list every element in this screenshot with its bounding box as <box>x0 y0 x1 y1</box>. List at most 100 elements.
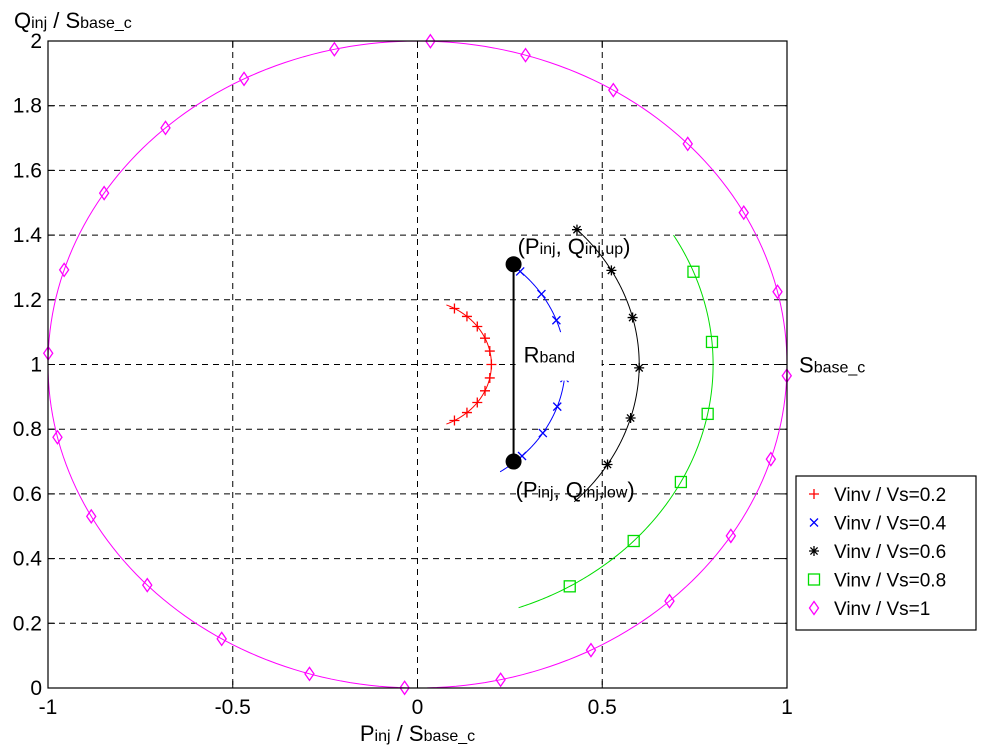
sbase-label: Sbase_c <box>799 353 865 378</box>
x-tick-label: 1 <box>781 696 793 719</box>
diamond-marker <box>329 41 340 57</box>
star-marker <box>809 546 819 556</box>
band-label: Rband <box>524 343 575 368</box>
diamond-marker <box>141 577 153 593</box>
square-marker <box>563 580 576 593</box>
diamond-marker <box>608 82 619 98</box>
x-marker <box>551 315 561 325</box>
star-marker <box>602 459 613 470</box>
upper-point-label: (Pinj, Qinj,up) <box>518 234 631 259</box>
legend-label: Vinv / Vs=0.8 <box>834 571 946 592</box>
series-4 <box>518 234 719 609</box>
legend-label: Vinv / Vs=0.4 <box>834 514 947 535</box>
star-marker <box>625 413 636 424</box>
plus-marker <box>480 333 491 344</box>
diamond-marker <box>52 429 63 445</box>
x-marker <box>552 402 562 412</box>
lower-point <box>505 453 522 470</box>
series-3 <box>571 224 645 503</box>
band-label-bg <box>515 332 602 381</box>
plus-marker <box>484 372 495 383</box>
series-line <box>518 234 714 609</box>
series-layer <box>42 33 793 696</box>
diamond-marker <box>520 47 531 63</box>
square-marker <box>705 335 719 349</box>
y-tick-label: 0.8 <box>13 418 42 441</box>
star-marker <box>606 265 617 276</box>
grid <box>48 41 787 688</box>
diamond-marker <box>399 680 410 696</box>
lower-point-label: (Pinj, Qinj,low) <box>516 478 635 503</box>
diamond-marker <box>585 642 597 658</box>
star-marker <box>634 362 645 373</box>
star-marker <box>627 312 638 323</box>
plus-marker <box>449 415 460 426</box>
diamond-marker <box>160 120 171 136</box>
upper-point <box>505 256 522 273</box>
legend-item: Vinv / Vs=1 <box>808 599 930 620</box>
diamond-marker <box>772 284 783 300</box>
plus-marker <box>461 407 472 418</box>
y-tick-label: 1.6 <box>13 159 42 182</box>
legend-label: Vinv / Vs=0.6 <box>834 542 946 563</box>
legend-label: Vinv / Vs=1 <box>834 599 930 620</box>
x-marker <box>809 518 819 527</box>
plus-marker <box>461 311 472 322</box>
diamond-marker <box>738 204 750 221</box>
plus-marker <box>484 346 495 357</box>
diamond-marker <box>85 508 97 525</box>
legend-item: Vinv / Vs=0.2 <box>809 485 946 506</box>
plus-marker <box>472 321 483 332</box>
legend-label: Vinv / Vs=0.2 <box>834 485 946 506</box>
square-marker <box>674 475 688 489</box>
x-marker <box>536 289 546 299</box>
square-marker <box>807 573 821 586</box>
y-tick-label: 1.2 <box>13 289 42 312</box>
y-tick-label: 1.8 <box>13 95 42 118</box>
x-tick-label: -0.5 <box>215 696 251 719</box>
diamond-marker <box>58 262 70 278</box>
plus-marker <box>486 359 497 370</box>
y-axis-label: Qinj / Sbase_c <box>14 8 132 33</box>
y-tick-label: 0 <box>30 677 42 700</box>
y-tick-label: 1 <box>30 354 42 377</box>
x-tick-label: 0.5 <box>588 696 617 719</box>
square-marker <box>701 407 714 421</box>
y-tick-label: 0.2 <box>13 612 42 635</box>
diamond-marker <box>725 528 737 544</box>
plus-marker <box>472 397 483 408</box>
diamond-marker <box>664 593 675 609</box>
star-marker <box>571 224 582 235</box>
diamond-marker <box>682 136 694 152</box>
plus-marker <box>449 303 460 314</box>
y-tick-label: 0.4 <box>13 548 43 571</box>
legend-item: Vinv / Vs=0.8 <box>807 571 946 592</box>
square-marker <box>627 534 640 548</box>
diamond-marker <box>216 631 227 647</box>
diamond-marker <box>238 71 250 87</box>
x-tick-label: 0 <box>412 696 424 719</box>
plus-marker <box>809 489 819 499</box>
diamond-marker <box>495 672 506 688</box>
plus-marker <box>480 385 491 396</box>
axes: -1 -0.5 0 0.5 1 0 0.2 0.4 0.6 0.8 1 1.2 1.4 1.6 1.8 2Qi… <box>13 8 793 746</box>
annotation-layer: (Pinj, Qinj,up) (Pinj, Qinj,low) Rband Sbas… <box>505 234 865 503</box>
y-tick-label: 1.4 <box>13 224 43 247</box>
diamond-marker <box>808 600 820 616</box>
x-tick-label: -1 <box>39 696 58 719</box>
legend-item: Vinv / Vs=0.6 <box>809 542 946 563</box>
x-axis-label: Pinj / Sbase_c <box>360 721 475 746</box>
legend-box <box>795 475 977 631</box>
legend: Vinv / Vs=0.2 Vinv / Vs=0.4 Vinv / Vs=0.6 V… <box>795 475 977 631</box>
x-marker <box>538 428 548 438</box>
square-marker <box>687 265 700 278</box>
diamond-marker <box>765 451 777 467</box>
series-1 <box>446 303 497 426</box>
diamond-marker <box>304 666 315 682</box>
legend-item: Vinv / Vs=0.4 <box>809 514 947 535</box>
diamond-marker <box>425 33 436 49</box>
diamond-marker <box>98 185 110 201</box>
y-tick-label: 2 <box>30 30 42 53</box>
